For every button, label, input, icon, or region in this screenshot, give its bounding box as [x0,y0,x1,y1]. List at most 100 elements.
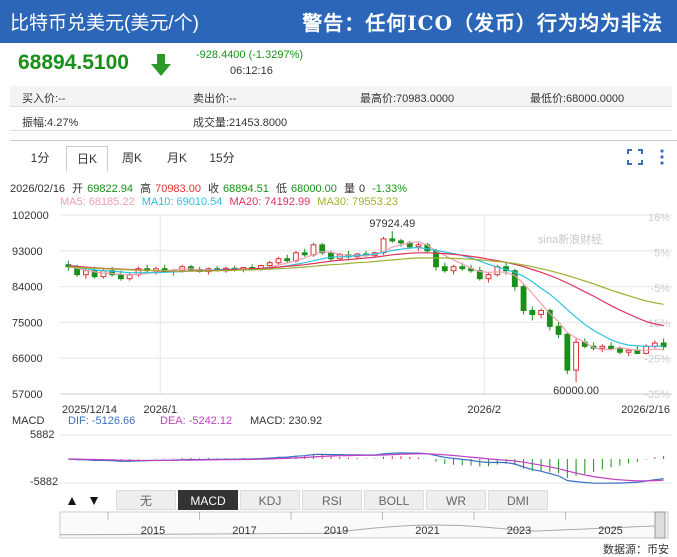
candles [65,231,667,383]
quote-row: 68894.5100 -928.4400 (-1.3297%) 06:12:16 [0,43,677,83]
ohlc-low-label: 低 [275,183,287,195]
ma30-label: MA30: 79553.23 [317,196,399,208]
data-source: 数据源：币安 [603,544,669,556]
price-change: -928.4400 (-1.3297%) [196,49,304,61]
candle-body [485,274,492,280]
ohlc-vol-label: 量 [343,183,355,195]
settings-icon[interactable] [654,148,670,166]
low-price: 最低价:68000.0000 [530,93,625,105]
y-tick-label: 57000 [12,389,43,401]
x-tick-label: 2025/12/14 [62,404,117,416]
ohlc-vol: 0 [358,183,366,195]
candle-body [266,262,273,267]
down-arrow-icon [151,54,171,76]
ohlc-high-label: 高 [140,183,152,195]
navigator-frame [59,511,669,539]
amplitude: 振幅:4.27% [22,117,79,129]
buy-price: 买入价:-- [22,93,66,105]
ico-warning: 警告：任何ICO（发币）行为均为非法 [302,11,663,35]
tab-weekly[interactable]: 周K [121,151,142,165]
navigator: 2015 2017 2019 2021 2023 2025 [59,511,669,539]
candle-body [441,266,448,272]
fullscreen-icon[interactable] [626,148,644,166]
macd-legend: MACD DIF: -5126.66 DEA: -5242.12 MACD: 2… [12,415,322,488]
macd-top: 5882 [30,429,54,441]
candle-body [389,238,396,242]
candle-body [573,341,579,371]
ind-dmi[interactable]: DMI [488,490,548,510]
macd-name: MACD [12,415,44,427]
sell-price: 卖出价:-- [193,93,237,105]
pct-tick-label: 5% [654,247,670,259]
pct-tick-label: 16% [648,212,670,224]
navigator-year: 2021 [415,525,439,537]
scroll-up-icon[interactable] [68,497,76,505]
header-bar: 比特币兑美元(美元/个) 警告：任何ICO（发币）行为均为非法 [0,0,677,43]
navigator-handle[interactable] [654,511,666,539]
tab-monthly[interactable]: 月K [166,151,187,165]
navigator-line [59,524,656,536]
x-axis: 2025/12/14 2026/1 2026/2 2026/2/16 [62,404,670,416]
ind-none[interactable]: 无 [116,490,176,510]
y-tick-label: 102000 [12,210,49,222]
scroll-down-icon[interactable] [90,497,98,505]
high-price: 最高价:70983.0000 [360,93,455,105]
ma-lines [68,241,664,351]
candle-body [599,345,606,349]
y-tick-label: 66000 [12,353,43,365]
ma-line-ma10 [68,246,664,347]
pct-tick-label: -25% [644,354,670,366]
page-title: 比特币兑美元(美元/个) [10,13,199,34]
candle-body [511,270,518,288]
candle-body [415,244,422,248]
quote-time: 06:12:16 [230,65,273,77]
annotation-label: 97924.49 [369,218,415,230]
pct-axis: 16%5%-5%-15%-25%-35% [644,212,670,401]
macd-dea: DEA: -5242.12 [160,415,232,427]
tab-15min[interactable]: 15分 [209,151,235,165]
ohlc-pct: -1.33% [372,183,407,195]
ohlc-high: 70983.00 [155,183,201,195]
ohlc-date: 2026/02/16 [10,183,66,195]
candle-body [301,252,308,256]
x-tick-label: 2026/2 [467,404,501,416]
candle-body [625,349,632,353]
ohlc-close-label: 收 [208,183,220,195]
x-tick-label: 2026/1 [143,404,177,416]
ma10-label: MA10: 69010.54 [141,196,223,208]
info-row-1: 买入价:-- 卖出价:-- 最高价:70983.0000 最低价:68000.0… [10,86,672,107]
candle-body [616,348,623,353]
ohlc-open-label: 开 [72,183,84,195]
chart-container [10,140,677,557]
candle-body [82,270,89,276]
ind-kdj[interactable]: KDJ [240,490,300,510]
candle-body [660,342,667,348]
x-tick-label: 2026/2/16 [621,404,670,416]
dif-line [68,452,664,484]
tab-daily[interactable]: 日K [66,146,108,172]
ind-rsi[interactable]: RSI [302,490,362,510]
ma-line-ma20 [68,252,664,327]
ind-macd[interactable]: MACD [178,490,238,510]
ohlc-open: 69822.94 [87,183,134,195]
candle-body [450,266,457,272]
y-axis: 57000 66000 75000 84000 93000 102000 [12,210,49,401]
volume: 成交量:21453.8000 [193,117,288,129]
candle-body [275,258,282,264]
macd-dif: DIF: -5126.66 [68,415,135,427]
ohlc-readout: 2026/02/16 开 69822.94 高 70983.00 收 68894.51… [10,180,411,196]
ind-boll[interactable]: BOLL [364,490,424,510]
ma5-label: MA5: 68185.22 [60,196,135,208]
pct-tick-label: -5% [650,283,670,295]
ma-line-ma30 [68,257,664,305]
candle-body [529,309,536,315]
annotation-label: 60000.00 [553,385,599,397]
candle-body [546,309,553,327]
indicator-scroll [68,497,98,505]
candle-body [476,270,483,280]
candle-body [398,240,404,244]
tab-1min[interactable]: 1分 [30,151,50,165]
ohlc-close: 68894.51 [223,183,269,195]
ind-wr[interactable]: WR [426,490,486,510]
pct-tick-label: -35% [644,389,670,401]
